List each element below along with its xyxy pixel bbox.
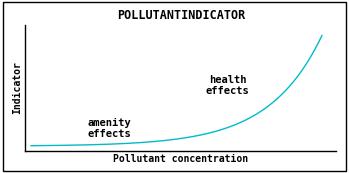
Text: health
effects: health effects — [206, 75, 250, 96]
Text: amenity
effects: amenity effects — [88, 118, 131, 139]
Title: POLLUTANTINDICATOR: POLLUTANTINDICATOR — [117, 9, 245, 22]
X-axis label: Pollutant concentration: Pollutant concentration — [113, 154, 248, 164]
Y-axis label: Indicator: Indicator — [13, 61, 23, 114]
